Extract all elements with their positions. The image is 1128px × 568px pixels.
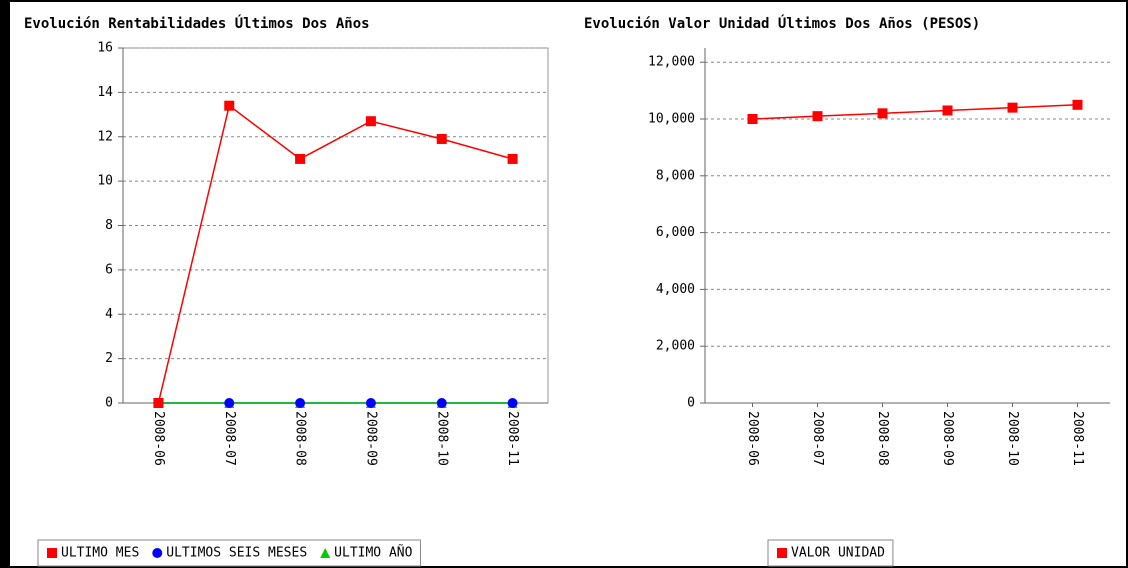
marker xyxy=(153,398,164,408)
y-tick-label: 10,000 xyxy=(648,112,695,127)
marker xyxy=(1007,102,1018,113)
legend-box xyxy=(37,539,421,567)
marker xyxy=(365,116,376,127)
x-tick-label: 2008-08 xyxy=(293,411,308,466)
legend-box xyxy=(767,539,894,567)
legend: ULTIMO MES ULTIMOS SEIS MESES ULTIMO AÑO xyxy=(37,539,421,567)
series-line xyxy=(752,104,1078,120)
x-tick-label: 2008-11 xyxy=(505,411,520,466)
y-tick-label: 2 xyxy=(105,351,113,366)
y-tick-label: 12 xyxy=(97,129,113,144)
y-tick-label: 12,000 xyxy=(648,55,695,70)
marker xyxy=(436,133,447,144)
marker xyxy=(777,548,787,558)
legend-label: ULTIMO AÑO xyxy=(334,545,412,561)
marker xyxy=(507,398,518,408)
legend-label: VALOR UNIDAD xyxy=(791,546,885,561)
marker xyxy=(877,108,888,119)
marker xyxy=(365,398,376,408)
chart-title: Evolución Valor Unidad Últimos Dos Años … xyxy=(584,14,980,32)
series-line xyxy=(157,104,513,404)
legend-label: ULTIMO MES xyxy=(61,546,139,561)
left-strip xyxy=(0,0,10,568)
y-tick-label: 10 xyxy=(97,174,113,189)
marker xyxy=(747,114,758,124)
marker xyxy=(152,548,163,558)
y-tick-label: 0 xyxy=(105,396,113,411)
x-tick-label: 2008-07 xyxy=(810,411,825,466)
y-tick-label: 6,000 xyxy=(656,225,695,240)
marker xyxy=(436,398,447,408)
marker xyxy=(295,398,306,408)
y-tick-label: 16 xyxy=(97,41,113,56)
marker xyxy=(320,548,331,558)
marker xyxy=(812,111,823,122)
x-tick-label: 2008-10 xyxy=(1005,411,1020,466)
x-tick-label: 2008-10 xyxy=(434,411,449,466)
marker xyxy=(47,548,57,558)
x-tick-label: 2008-07 xyxy=(222,411,237,466)
y-tick-label: 6 xyxy=(105,262,113,277)
marker xyxy=(295,153,306,164)
marker xyxy=(224,100,235,111)
legend: VALOR UNIDAD xyxy=(767,539,894,567)
x-tick-label: 2008-11 xyxy=(1070,411,1085,466)
marker xyxy=(507,153,518,164)
marker xyxy=(1072,99,1083,110)
y-tick-label: 2,000 xyxy=(656,339,695,354)
legend-label: ULTIMOS SEIS MESES xyxy=(166,546,307,561)
x-tick-label: 2008-09 xyxy=(940,411,955,466)
y-tick-label: 4 xyxy=(105,307,113,322)
x-tick-label: 2008-09 xyxy=(363,411,378,466)
x-tick-label: 2008-06 xyxy=(745,411,760,466)
y-tick-label: 8,000 xyxy=(656,168,695,183)
x-tick-label: 2008-06 xyxy=(151,411,166,466)
x-tick-label: 2008-08 xyxy=(875,411,890,466)
y-tick-label: 4,000 xyxy=(656,282,695,297)
y-tick-label: 8 xyxy=(105,218,113,233)
y-tick-label: 14 xyxy=(97,85,113,100)
chart-title: Evolución Rentabilidades Últimos Dos Año… xyxy=(24,14,370,32)
marker xyxy=(224,398,235,408)
marker xyxy=(942,105,953,116)
y-tick-label: 0 xyxy=(687,396,695,411)
